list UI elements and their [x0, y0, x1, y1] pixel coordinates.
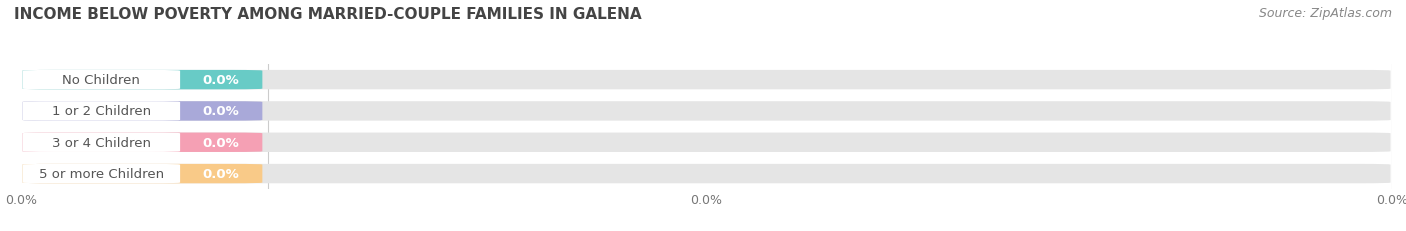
- Text: 0.0%: 0.0%: [202, 74, 239, 87]
- Text: INCOME BELOW POVERTY AMONG MARRIED-COUPLE FAMILIES IN GALENA: INCOME BELOW POVERTY AMONG MARRIED-COUPL…: [14, 7, 641, 22]
- FancyBboxPatch shape: [22, 133, 180, 152]
- FancyBboxPatch shape: [22, 71, 180, 90]
- Text: 5 or more Children: 5 or more Children: [39, 167, 165, 180]
- Text: 1 or 2 Children: 1 or 2 Children: [52, 105, 150, 118]
- FancyBboxPatch shape: [22, 102, 180, 121]
- FancyBboxPatch shape: [22, 133, 263, 152]
- FancyBboxPatch shape: [22, 133, 1391, 152]
- Text: Source: ZipAtlas.com: Source: ZipAtlas.com: [1258, 7, 1392, 20]
- Text: 0.0%: 0.0%: [202, 167, 239, 180]
- Text: No Children: No Children: [62, 74, 141, 87]
- FancyBboxPatch shape: [22, 164, 263, 183]
- FancyBboxPatch shape: [22, 71, 1391, 90]
- Text: 0.0%: 0.0%: [202, 136, 239, 149]
- Text: 3 or 4 Children: 3 or 4 Children: [52, 136, 150, 149]
- FancyBboxPatch shape: [22, 102, 263, 121]
- FancyBboxPatch shape: [22, 71, 263, 90]
- Text: 0.0%: 0.0%: [202, 105, 239, 118]
- FancyBboxPatch shape: [22, 164, 1391, 183]
- FancyBboxPatch shape: [22, 102, 1391, 121]
- FancyBboxPatch shape: [22, 164, 180, 183]
